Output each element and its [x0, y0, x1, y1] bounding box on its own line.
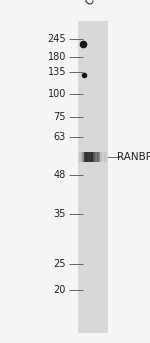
Bar [91, 152, 92, 162]
Bar [85, 152, 86, 162]
Text: 35: 35 [54, 209, 66, 220]
Bar [91, 152, 92, 162]
Bar [101, 152, 102, 162]
Bar [105, 152, 106, 162]
Bar [84, 152, 85, 162]
Bar [99, 152, 100, 162]
Bar [104, 152, 105, 162]
Bar [98, 152, 99, 162]
Bar [106, 152, 107, 162]
Bar [100, 152, 101, 162]
Bar [83, 152, 84, 162]
Bar [99, 152, 100, 162]
Bar [103, 152, 104, 162]
Bar [98, 152, 99, 162]
Bar [104, 152, 105, 162]
Bar [97, 152, 98, 162]
Text: 245: 245 [47, 34, 66, 45]
Bar [79, 152, 80, 162]
Text: RANBP3L: RANBP3L [117, 152, 150, 162]
Bar [86, 152, 87, 162]
Bar [88, 152, 89, 162]
Bar [105, 152, 106, 162]
Bar [94, 152, 95, 162]
Bar [92, 152, 93, 162]
Text: 20: 20 [54, 285, 66, 295]
Bar [81, 152, 82, 162]
Bar [95, 152, 96, 162]
Bar [85, 152, 86, 162]
Bar [78, 21, 108, 333]
Bar [82, 152, 83, 162]
Text: Cerebellum: Cerebellum [84, 0, 127, 7]
Bar [106, 152, 107, 162]
Text: 135: 135 [48, 67, 66, 77]
Text: 180: 180 [48, 51, 66, 62]
Text: 100: 100 [48, 89, 66, 99]
Text: 25: 25 [54, 259, 66, 269]
Bar [89, 152, 90, 162]
Bar [87, 152, 88, 162]
Text: 48: 48 [54, 170, 66, 180]
Bar [94, 152, 95, 162]
Bar [92, 152, 93, 162]
Text: 63: 63 [54, 132, 66, 142]
Bar [93, 152, 94, 162]
Bar [97, 152, 98, 162]
Bar [102, 152, 103, 162]
Bar [93, 152, 94, 162]
Bar [80, 152, 81, 162]
Bar [100, 152, 101, 162]
Text: 75: 75 [54, 111, 66, 122]
Bar [103, 152, 104, 162]
Bar [90, 152, 91, 162]
Bar [96, 152, 97, 162]
